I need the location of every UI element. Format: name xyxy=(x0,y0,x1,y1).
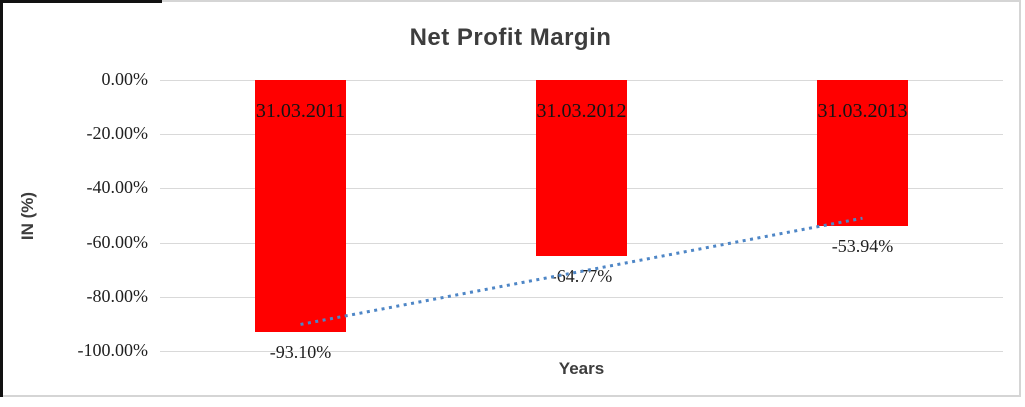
y-tick-label: -60.00% xyxy=(86,231,149,252)
gridline xyxy=(160,296,1003,298)
bar-31.03.2012 xyxy=(536,80,627,256)
y-tick-label: -40.00% xyxy=(86,177,149,198)
y-tick-label: -100.00% xyxy=(77,340,149,360)
plot-area: 31.03.2011 -93.10% 31.03.2012 -64.77% 31.03.… xyxy=(160,80,1003,362)
bar-category-label: 31.03.2013 xyxy=(817,100,908,122)
y-axis-tick-labels: 0.00% -20.00% -40.00% -60.00% -80.00% -100.00… xyxy=(0,0,149,407)
bar-category-label: 31.03.2012 xyxy=(536,100,627,122)
x-axis-title: Years xyxy=(558,359,605,378)
bar-31.03.2011 xyxy=(255,80,346,333)
y-tick-label: 0.00% xyxy=(101,69,149,89)
y-tick-label: -80.00% xyxy=(86,285,149,306)
y-tick-label: -20.00% xyxy=(86,123,149,144)
chart-title: Net Profit Margin xyxy=(409,24,612,51)
top-left-black-border xyxy=(0,0,162,3)
bar-category-label: 31.03.2011 xyxy=(255,100,346,122)
gridline xyxy=(160,351,1003,352)
left-black-border xyxy=(0,0,3,397)
bar-value-label: -64.77% xyxy=(550,265,613,286)
bar-value-label: -93.10% xyxy=(269,342,332,363)
bar-value-label: -53.94% xyxy=(831,236,894,257)
bar-31.03.2013 xyxy=(817,80,908,227)
trendline xyxy=(300,216,863,326)
